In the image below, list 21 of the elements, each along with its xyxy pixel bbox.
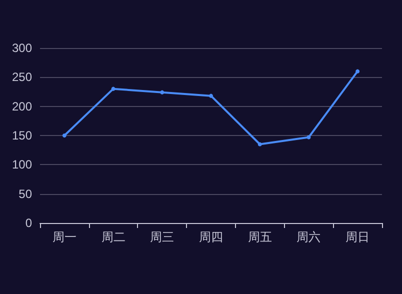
- y-tick-label: 250: [12, 70, 32, 84]
- x-tick-label: 周二: [101, 230, 126, 244]
- x-tick-label: 周四: [199, 230, 223, 244]
- y-tick-label: 150: [12, 128, 32, 142]
- x-tick-label: 周一: [52, 230, 76, 244]
- point: [160, 90, 164, 94]
- x-tick-label: 周五: [248, 230, 272, 244]
- y-tick-label: 300: [12, 41, 32, 55]
- x-tick-label: 周三: [150, 230, 174, 244]
- x-tick-label: 周六: [296, 230, 321, 244]
- y-tick-label: 100: [12, 158, 32, 172]
- y-tick-label: 0: [25, 216, 32, 230]
- point: [111, 86, 116, 91]
- y-tick-label: 200: [12, 99, 32, 114]
- point: [258, 142, 262, 146]
- point: [209, 94, 213, 98]
- y-tick-label: 50: [18, 186, 32, 201]
- x-tick-label: 周日: [346, 230, 370, 244]
- point: [62, 134, 66, 138]
- point: [356, 69, 360, 74]
- point: [306, 135, 311, 140]
